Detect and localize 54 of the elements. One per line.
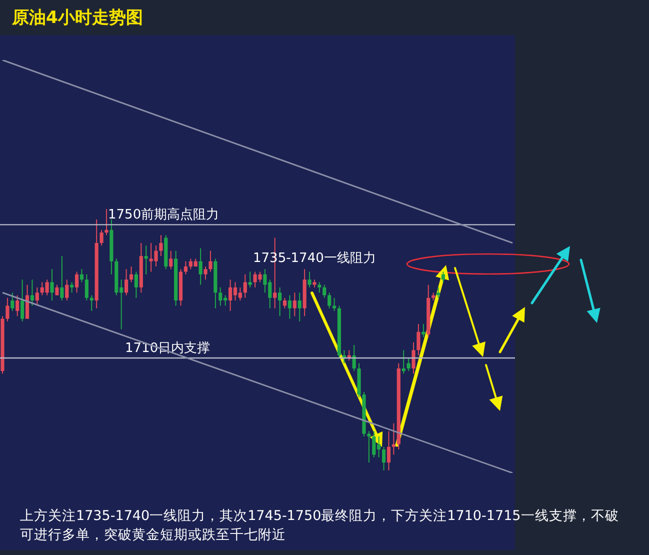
candlestick xyxy=(298,292,302,322)
candlestick xyxy=(282,297,287,309)
candlestick xyxy=(332,297,336,312)
candlestick xyxy=(328,292,332,309)
candlestick xyxy=(80,268,84,283)
candlestick xyxy=(278,286,282,317)
candlestick xyxy=(104,208,108,236)
candlestick xyxy=(169,250,173,270)
candlestick xyxy=(412,342,416,374)
candlestick xyxy=(402,350,406,374)
candlestick xyxy=(65,279,69,301)
candlestick xyxy=(144,245,148,275)
candlestick xyxy=(204,266,208,280)
candlestick xyxy=(243,274,247,298)
candlestick xyxy=(129,266,134,283)
candlestick xyxy=(441,271,446,283)
ref-line-label: 1750前期高点阻力 xyxy=(108,206,220,223)
candlestick xyxy=(25,284,30,320)
candlestick xyxy=(159,234,163,257)
candlestick xyxy=(100,229,104,246)
candlestick xyxy=(90,294,94,312)
candlestick xyxy=(406,357,410,372)
candlestick xyxy=(60,256,64,301)
candlestick xyxy=(134,271,138,298)
candlestick xyxy=(55,284,59,296)
candlestick xyxy=(248,271,252,288)
candlestick xyxy=(367,430,371,464)
chart-title: 原油4小时走势图 xyxy=(12,7,143,29)
candlestick xyxy=(50,268,54,301)
candlestick xyxy=(70,282,74,294)
candlestick xyxy=(392,422,396,456)
candlestick xyxy=(288,294,292,320)
candlestick xyxy=(308,271,312,288)
candlestick xyxy=(20,279,24,322)
candlestick xyxy=(124,268,128,296)
candlestick xyxy=(35,286,39,306)
candlestick xyxy=(422,324,426,338)
candlestick xyxy=(30,279,34,306)
candlestick xyxy=(318,282,322,294)
candlestick xyxy=(322,284,326,298)
candlestick xyxy=(10,292,14,312)
candlestick xyxy=(6,297,10,322)
text: 上方关注1735-1740一线阻力，其次1745-1750最终阻力，下方关注1710-1715一线支撑，不破可进行多单，突破黄金短期或跌至千七附近 xyxy=(20,507,620,545)
candlestick xyxy=(292,292,296,317)
candlestick xyxy=(382,446,386,471)
candlestick xyxy=(16,294,20,317)
candlestick xyxy=(84,274,88,301)
candlestick xyxy=(436,286,440,298)
candlestick xyxy=(74,271,79,294)
candlestick xyxy=(386,430,391,471)
candlestick xyxy=(208,250,212,272)
candlestick xyxy=(416,324,420,356)
candlestick xyxy=(184,260,188,275)
candlestick xyxy=(198,248,202,286)
